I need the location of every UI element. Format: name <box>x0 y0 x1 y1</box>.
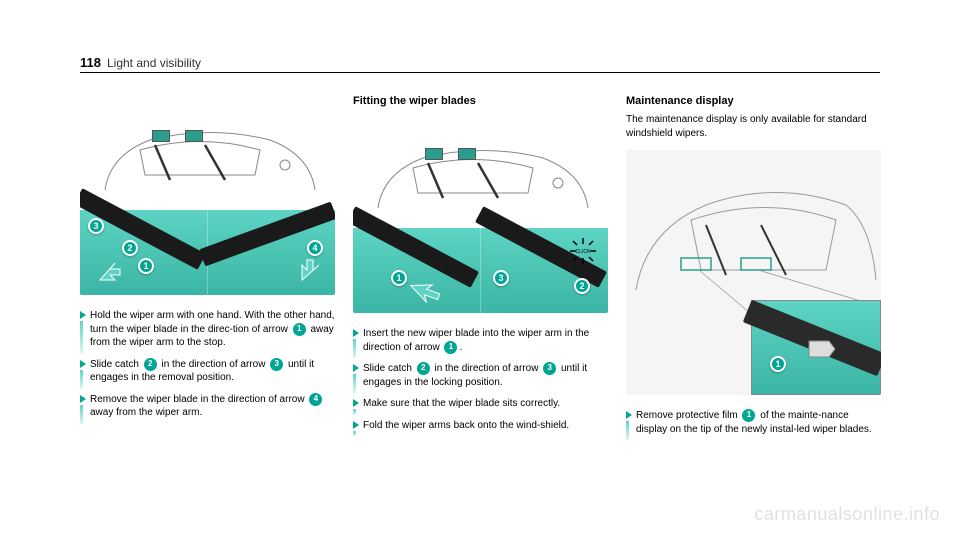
step-item: Make sure that the wiper blade sits corr… <box>353 397 608 411</box>
badge-2: 2 <box>574 278 590 294</box>
step-text-part: Insert the new wiper blade into the wipe… <box>363 328 589 353</box>
page-header: 118 Light and visibility <box>80 55 201 70</box>
arrow-icon <box>95 255 125 285</box>
indicator-icon <box>152 130 170 142</box>
badge-2: 2 <box>122 240 138 256</box>
badge-3: 3 <box>88 218 104 234</box>
step-marker-icon <box>353 419 357 433</box>
step-marker-icon <box>80 309 84 350</box>
step-text: Remove the wiper blade in the direction … <box>90 393 335 420</box>
step-text-part: in the direction of arrow <box>159 359 269 370</box>
arrow-icon <box>408 278 443 303</box>
step-text-part: Slide catch <box>363 363 415 374</box>
film-tab-icon <box>807 339 837 359</box>
step-text-part: Slide catch <box>90 359 142 370</box>
wiper-blade-icon <box>743 300 881 377</box>
badge-3: 3 <box>493 270 509 286</box>
badge-1: 1 <box>391 270 407 286</box>
inline-badge-icon: 3 <box>543 362 556 375</box>
step-marker-icon <box>80 358 84 385</box>
figure-detail-panels: 3 2 1 4 <box>80 210 335 295</box>
indicator-icon <box>185 130 203 142</box>
badge-1: 1 <box>138 258 154 274</box>
step-text: Hold the wiper arm with one hand. With t… <box>90 309 335 350</box>
step-marker-icon <box>353 397 357 411</box>
step-item: Remove the wiper blade in the direction … <box>80 393 335 420</box>
step-list-removing: Hold the wiper arm with one hand. With t… <box>80 309 335 428</box>
step-text: Insert the new wiper blade into the wipe… <box>363 327 608 354</box>
step-text: Remove protective film 1 of the mainte‐n… <box>636 409 881 436</box>
step-list-maintenance: Remove protective film 1 of the mainte‐n… <box>626 409 881 444</box>
step-marker-icon <box>353 327 357 354</box>
heading-maintenance: Maintenance display <box>626 95 881 107</box>
step-list-fitting: Insert the new wiper blade into the wipe… <box>353 327 608 440</box>
inline-badge-icon: 2 <box>417 362 430 375</box>
heading-fitting: Fitting the wiper blades <box>353 95 608 107</box>
step-marker-icon <box>626 409 630 436</box>
car-outline-icon <box>363 123 598 223</box>
inline-badge-icon: 3 <box>270 358 283 371</box>
click-burst-icon: CLICK <box>568 236 598 266</box>
step-text-part: Remove protective film <box>636 410 740 421</box>
indicator-icon <box>458 148 476 160</box>
step-item: Slide catch 2 in the direction of arrow … <box>353 362 608 389</box>
detail-panel-left: 3 2 1 <box>80 210 208 295</box>
page-title: Light and visibility <box>107 56 201 70</box>
step-text: Fold the wiper arms back onto the wind‐s… <box>363 419 608 433</box>
figure-detail-panels: 1 3 2 C <box>353 228 608 313</box>
detail-panel-right: 3 2 CLICK <box>481 228 608 313</box>
content-area: 3 2 1 4 H <box>80 95 880 444</box>
inline-badge-icon: 1 <box>742 409 755 422</box>
arrow-icon <box>297 255 327 285</box>
page-number: 118 <box>80 55 101 70</box>
step-item: Remove protective film 1 of the mainte‐n… <box>626 409 881 436</box>
svg-text:CLICK: CLICK <box>576 249 591 255</box>
step-text-part: away from the wiper arm. <box>90 407 202 418</box>
step-item: Slide catch 2 in the direction of arrow … <box>80 358 335 385</box>
step-item: Hold the wiper arm with one hand. With t… <box>80 309 335 350</box>
detail-panel-right: 4 <box>208 210 335 295</box>
inline-badge-icon: 4 <box>309 393 322 406</box>
figure-maintenance: 1 <box>626 150 881 395</box>
detail-panel-left: 1 <box>353 228 481 313</box>
column-fitting: Fitting the wiper blades 1 <box>353 95 608 444</box>
step-text-part: in the direction of arrow <box>432 363 542 374</box>
step-text-part: . <box>459 342 462 353</box>
column-removing: 3 2 1 4 H <box>80 95 335 444</box>
badge-1: 1 <box>770 356 786 372</box>
column-maintenance: Maintenance display The maintenance disp… <box>626 95 881 444</box>
header-rule <box>80 72 880 73</box>
badge-4: 4 <box>307 240 323 256</box>
inline-badge-icon: 1 <box>444 341 457 354</box>
step-text: Make sure that the wiper blade sits corr… <box>363 397 608 411</box>
step-item: Insert the new wiper blade into the wipe… <box>353 327 608 354</box>
step-item: Fold the wiper arms back onto the wind‐s… <box>353 419 608 433</box>
step-marker-icon <box>353 362 357 389</box>
figure-fitting-wiper: 1 3 2 C <box>353 113 608 313</box>
intro-maintenance: The maintenance display is only availabl… <box>626 113 881 140</box>
step-marker-icon <box>80 393 84 420</box>
step-text-part: Fold the wiper arms back onto the wind‐s… <box>363 420 569 431</box>
inline-badge-icon: 1 <box>293 323 306 336</box>
step-text-part: Remove the wiper blade in the direction … <box>90 394 307 405</box>
watermark: carmanualsonline.info <box>754 504 940 525</box>
inline-badge-icon: 2 <box>144 358 157 371</box>
figure-removing-wiper: 3 2 1 4 <box>80 95 335 295</box>
figure-car-top <box>80 95 335 210</box>
step-text: Slide catch 2 in the direction of arrow … <box>363 362 608 389</box>
step-text: Slide catch 2 in the direction of arrow … <box>90 358 335 385</box>
car-outline-icon <box>90 105 325 205</box>
inset-detail: 1 <box>751 300 881 395</box>
indicator-icon <box>425 148 443 160</box>
step-text-part: Make sure that the wiper blade sits corr… <box>363 398 560 409</box>
